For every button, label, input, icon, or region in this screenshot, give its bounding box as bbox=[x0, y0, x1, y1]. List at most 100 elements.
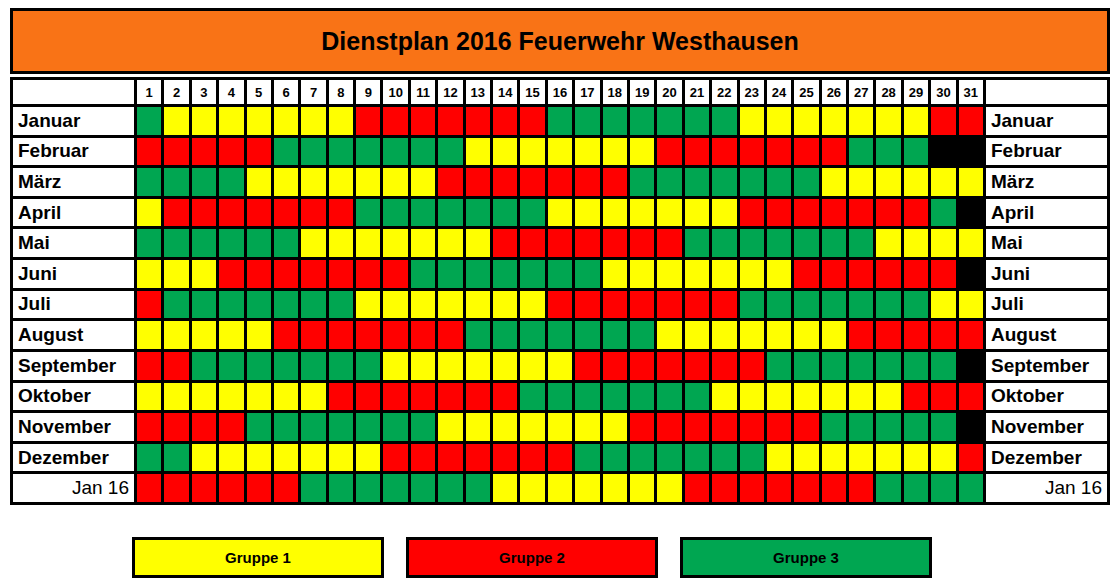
day-cell bbox=[959, 291, 983, 319]
day-cell bbox=[137, 260, 161, 288]
day-cell bbox=[301, 107, 325, 135]
day-cell bbox=[685, 168, 709, 196]
day-cell bbox=[767, 168, 791, 196]
row-label-left: August bbox=[13, 321, 134, 349]
row-label-right: März bbox=[986, 168, 1107, 196]
title-bar: Dienstplan 2016 Feuerwehr Westhausen bbox=[10, 8, 1110, 74]
day-cell bbox=[876, 383, 900, 411]
day-cell bbox=[904, 413, 928, 441]
day-cell bbox=[959, 383, 983, 411]
day-cell bbox=[383, 168, 407, 196]
day-cell bbox=[794, 321, 818, 349]
day-cell bbox=[931, 291, 955, 319]
day-cell bbox=[466, 199, 490, 227]
legend-gruppe-2: Gruppe 2 bbox=[406, 537, 658, 578]
day-cell bbox=[657, 138, 681, 166]
day-cell bbox=[959, 260, 983, 288]
day-cell bbox=[548, 138, 572, 166]
day-header-3: 3 bbox=[192, 80, 216, 104]
day-cell bbox=[329, 321, 353, 349]
day-cell bbox=[822, 107, 846, 135]
day-cell bbox=[274, 383, 298, 411]
day-cell bbox=[822, 138, 846, 166]
day-cell bbox=[822, 383, 846, 411]
day-cell bbox=[520, 444, 544, 472]
day-header-25: 25 bbox=[794, 80, 818, 104]
day-cell bbox=[767, 138, 791, 166]
day-cell bbox=[274, 168, 298, 196]
legend-gruppe-1-label: Gruppe 1 bbox=[225, 549, 291, 566]
day-cell bbox=[630, 291, 654, 319]
day-cell bbox=[219, 291, 243, 319]
day-cell bbox=[740, 229, 764, 257]
day-cell bbox=[137, 321, 161, 349]
day-cell bbox=[219, 383, 243, 411]
day-cell bbox=[740, 321, 764, 349]
day-cell bbox=[575, 321, 599, 349]
day-cell bbox=[931, 383, 955, 411]
day-cell bbox=[904, 321, 928, 349]
day-cell bbox=[192, 138, 216, 166]
calendar-grid: 1234567891011121314151617181920212223242… bbox=[10, 77, 1110, 505]
day-cell bbox=[383, 383, 407, 411]
day-cell bbox=[575, 168, 599, 196]
day-cell bbox=[630, 168, 654, 196]
day-cell bbox=[685, 229, 709, 257]
day-header-30: 30 bbox=[931, 80, 955, 104]
day-cell bbox=[411, 474, 435, 502]
day-cell bbox=[164, 383, 188, 411]
day-cell bbox=[603, 199, 627, 227]
day-cell bbox=[493, 352, 517, 380]
day-cell bbox=[219, 168, 243, 196]
day-header-18: 18 bbox=[603, 80, 627, 104]
day-cell bbox=[849, 260, 873, 288]
day-cell bbox=[822, 444, 846, 472]
day-cell bbox=[438, 474, 462, 502]
legend: Gruppe 1 Gruppe 2 Gruppe 3 bbox=[132, 537, 932, 578]
day-cell bbox=[740, 413, 764, 441]
day-cell bbox=[356, 229, 380, 257]
day-cell bbox=[822, 474, 846, 502]
day-cell bbox=[630, 413, 654, 441]
day-cell bbox=[822, 352, 846, 380]
day-cell bbox=[657, 413, 681, 441]
day-cell bbox=[876, 138, 900, 166]
row-label-left: April bbox=[13, 199, 134, 227]
day-cell bbox=[712, 107, 736, 135]
day-cell bbox=[603, 474, 627, 502]
day-cell bbox=[630, 474, 654, 502]
day-header-10: 10 bbox=[383, 80, 407, 104]
day-cell bbox=[520, 474, 544, 502]
day-cell bbox=[712, 291, 736, 319]
day-cell bbox=[356, 413, 380, 441]
day-cell bbox=[767, 291, 791, 319]
day-cell bbox=[247, 474, 271, 502]
day-cell bbox=[493, 413, 517, 441]
day-cell bbox=[712, 260, 736, 288]
day-cell bbox=[466, 229, 490, 257]
day-header-14: 14 bbox=[493, 80, 517, 104]
day-header-21: 21 bbox=[685, 80, 709, 104]
day-cell bbox=[192, 321, 216, 349]
day-cell bbox=[548, 352, 572, 380]
day-cell bbox=[849, 474, 873, 502]
day-cell bbox=[411, 291, 435, 319]
day-cell bbox=[383, 138, 407, 166]
day-cell bbox=[383, 291, 407, 319]
day-cell bbox=[548, 168, 572, 196]
day-cell bbox=[438, 260, 462, 288]
day-header-16: 16 bbox=[548, 80, 572, 104]
day-cell bbox=[657, 444, 681, 472]
day-header-2: 2 bbox=[164, 80, 188, 104]
day-cell bbox=[767, 474, 791, 502]
day-cell bbox=[301, 229, 325, 257]
day-cell bbox=[548, 107, 572, 135]
day-cell bbox=[685, 413, 709, 441]
day-cell bbox=[520, 352, 544, 380]
day-cell bbox=[137, 352, 161, 380]
day-cell bbox=[493, 199, 517, 227]
day-header-5: 5 bbox=[247, 80, 271, 104]
day-cell bbox=[520, 138, 544, 166]
day-cell bbox=[794, 291, 818, 319]
day-cell bbox=[849, 199, 873, 227]
